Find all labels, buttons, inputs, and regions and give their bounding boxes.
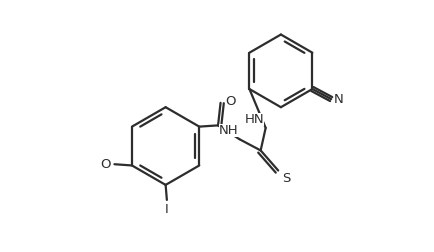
Text: I: I [165,203,169,216]
Text: O: O [225,95,236,108]
Text: NH: NH [219,124,239,137]
Text: O: O [100,158,111,171]
Text: S: S [282,172,290,185]
Text: HN: HN [245,113,264,126]
Text: N: N [334,92,343,106]
